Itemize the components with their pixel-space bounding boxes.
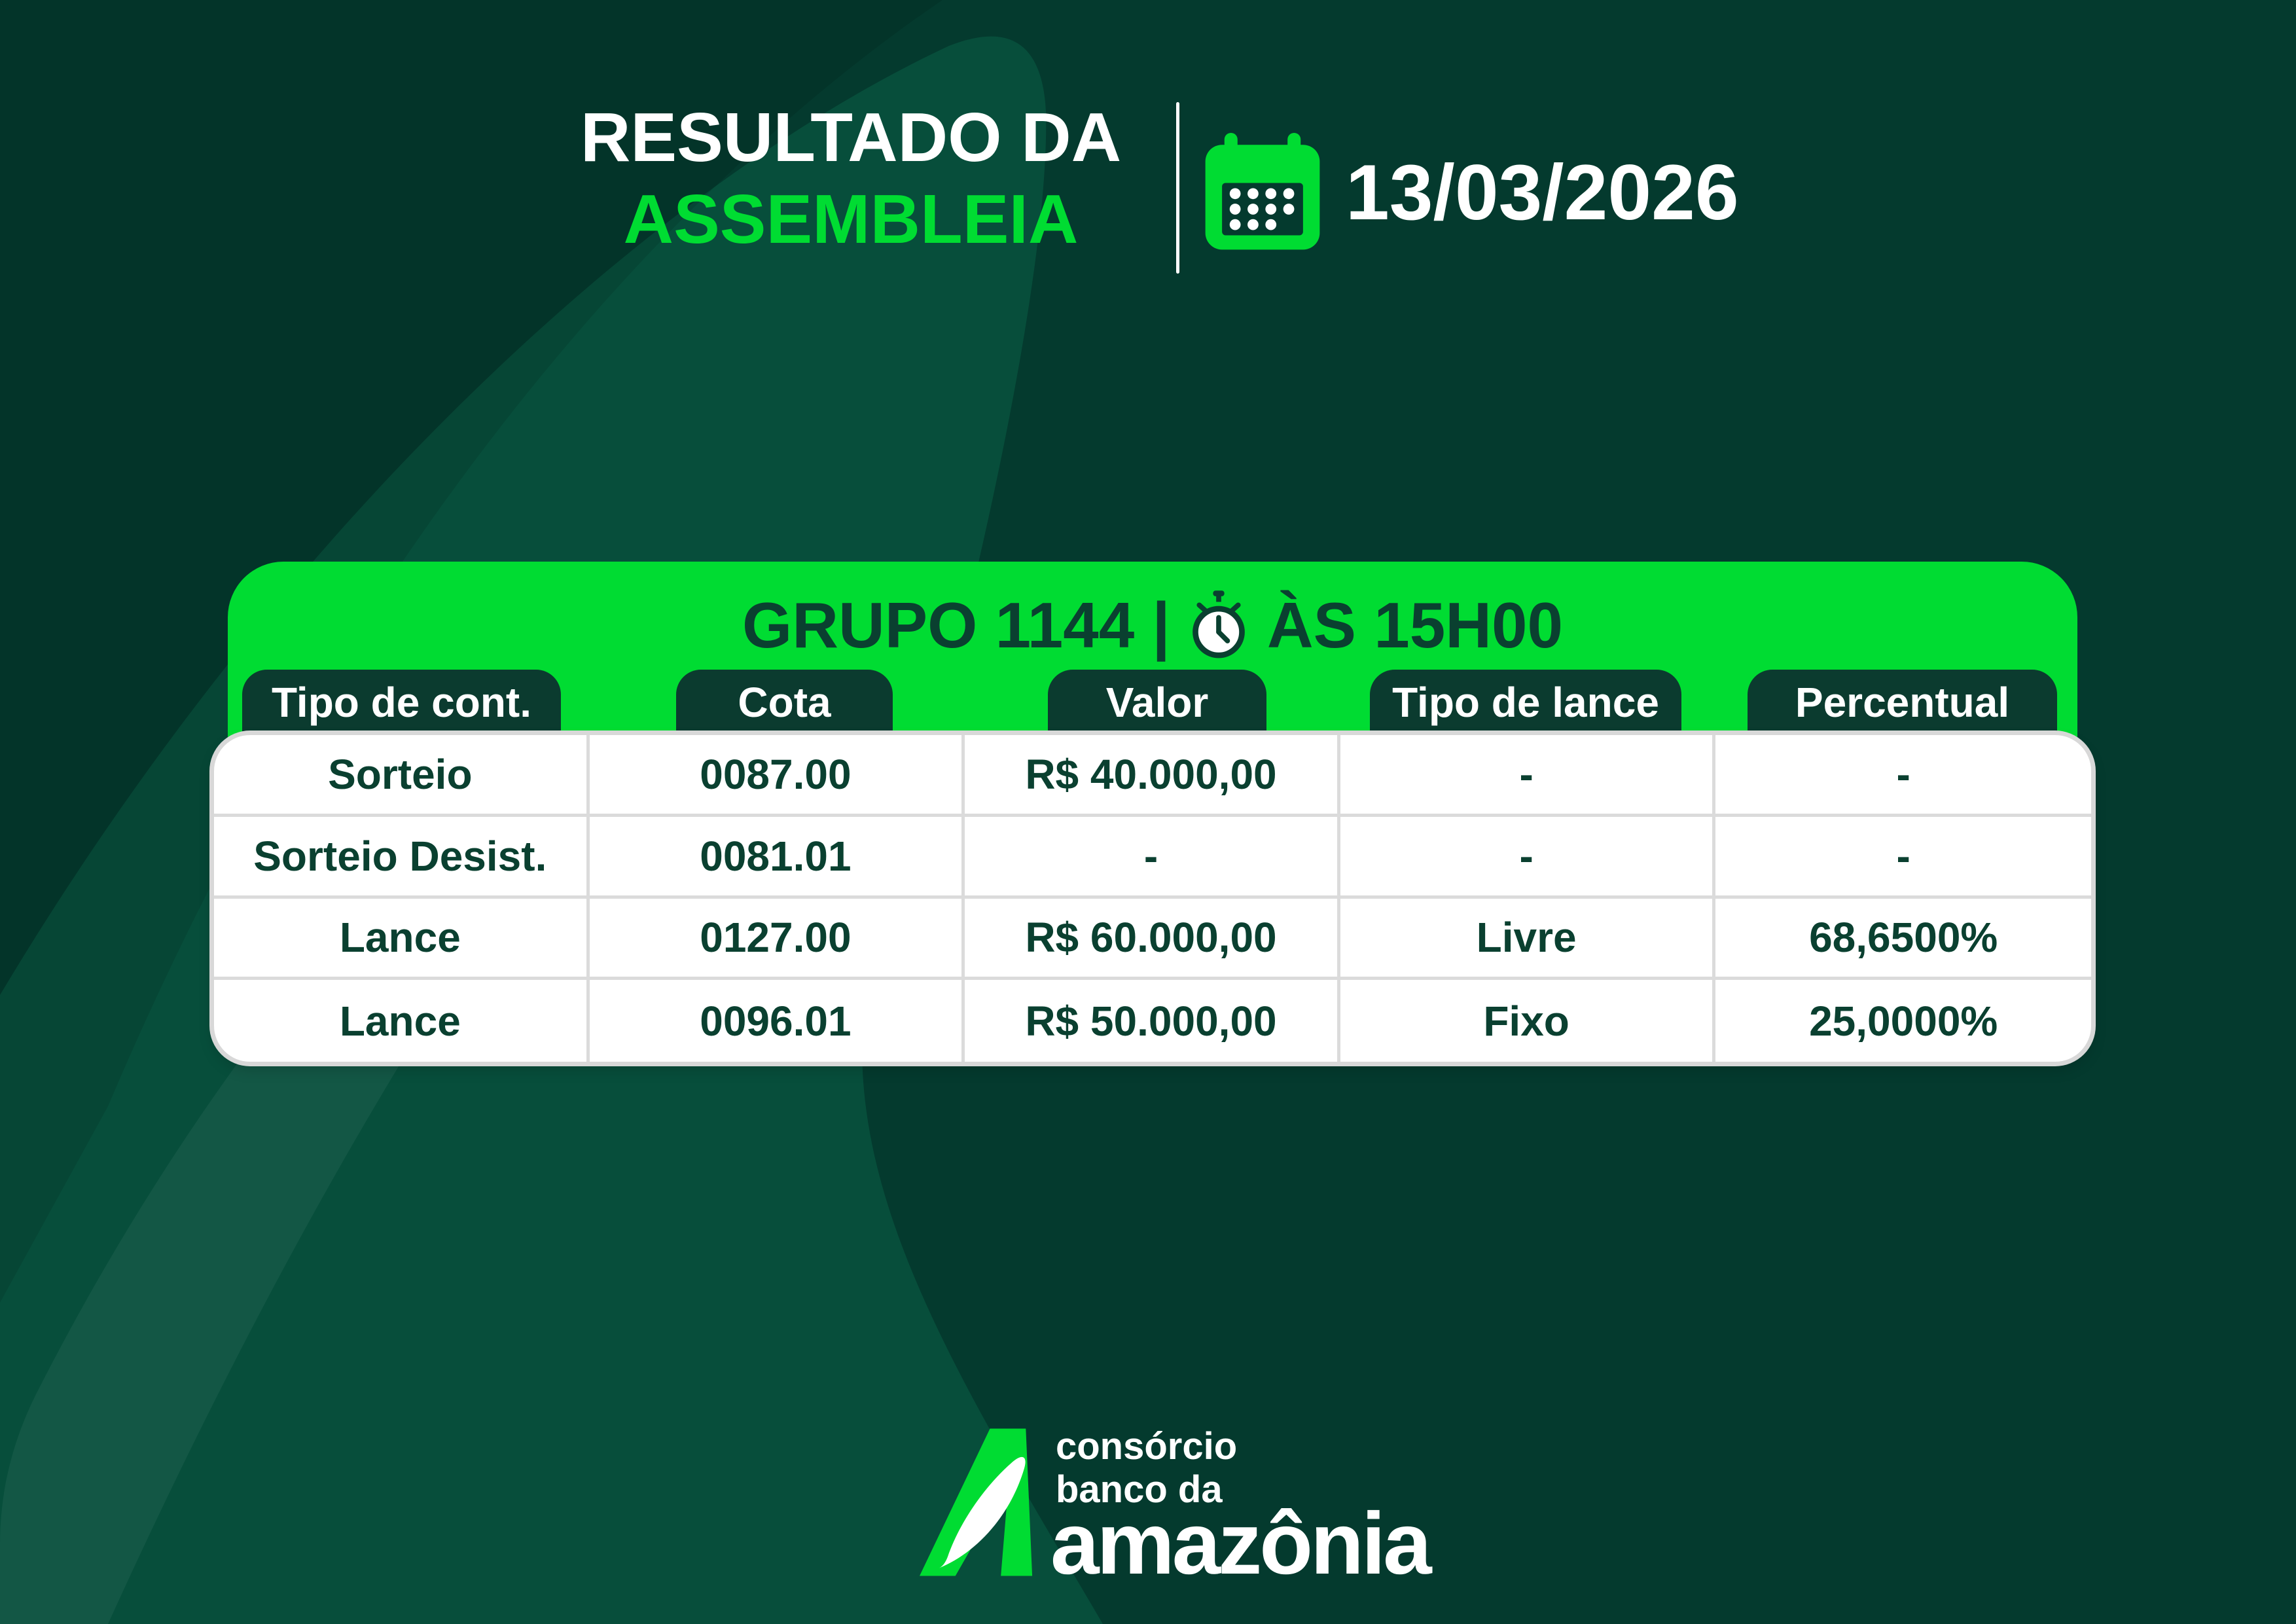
time-label: ÀS 15H00 (1266, 588, 1563, 661)
table-cell: Fixo (1340, 980, 1716, 1062)
table-cell: R$ 40.000,00 (965, 735, 1340, 817)
results-table: Sorteio 0087.00 R$ 40.000,00 - - Sorteio… (214, 735, 2091, 1062)
page-title: RESULTADO DA ASSEMBLEIA (543, 97, 1158, 261)
brand-text-consorcio: consórcio (1056, 1425, 1238, 1468)
group-label: GRUPO 1144 | (742, 588, 1170, 661)
group-panel-title: GRUPO 1144 | ÀS 15H00 (228, 576, 2077, 674)
page-title-line2: ASSEMBLEIA (623, 181, 1079, 259)
table-cell: 0081.01 (589, 816, 965, 899)
calendar-icon (1203, 133, 1322, 252)
table-cell: 0096.01 (590, 980, 965, 1062)
table-cell: R$ 60.000,00 (965, 898, 1340, 981)
stopwatch-icon (1193, 590, 1245, 659)
header-divider (1176, 102, 1179, 274)
table-cell: - (1715, 735, 2091, 817)
brand-text-amazonia: amazônia (1050, 1495, 1432, 1593)
column-header-label: Tipo de cont. (271, 679, 532, 726)
table-cell: 25,0000% (1809, 997, 1998, 1045)
table-cell: Livre (1340, 898, 1716, 981)
table-cell: - (1340, 816, 1716, 899)
table-cell: 0087.00 (589, 735, 965, 817)
amazonia-leaf-a-logo (920, 1428, 1033, 1576)
table-cell: - (1715, 817, 2091, 899)
column-header-label: Cota (738, 679, 831, 726)
table-cell: R$ 50.000,00 (965, 980, 1340, 1062)
table-cell: Lance (214, 980, 590, 1062)
column-header-label: Tipo de lance (1392, 679, 1659, 726)
column-header-label: Percentual (1795, 679, 2010, 726)
page-title-line1: RESULTADO DA (580, 99, 1122, 176)
table-cell: Lance (214, 898, 590, 981)
table-cell: Sorteio (214, 735, 590, 817)
table-cell: - (1340, 735, 1716, 817)
brand-text-banco-da: banco da (1056, 1468, 1223, 1511)
assembly-date: 13/03/2026 (1346, 149, 1739, 236)
table-cell: Sorteio Desist. (214, 816, 590, 899)
column-header-label: Valor (1105, 679, 1209, 726)
table-cell: 68,6500% (1715, 899, 2091, 981)
table-cell: 0127.00 (589, 898, 965, 981)
table-cell: - (965, 816, 1340, 899)
